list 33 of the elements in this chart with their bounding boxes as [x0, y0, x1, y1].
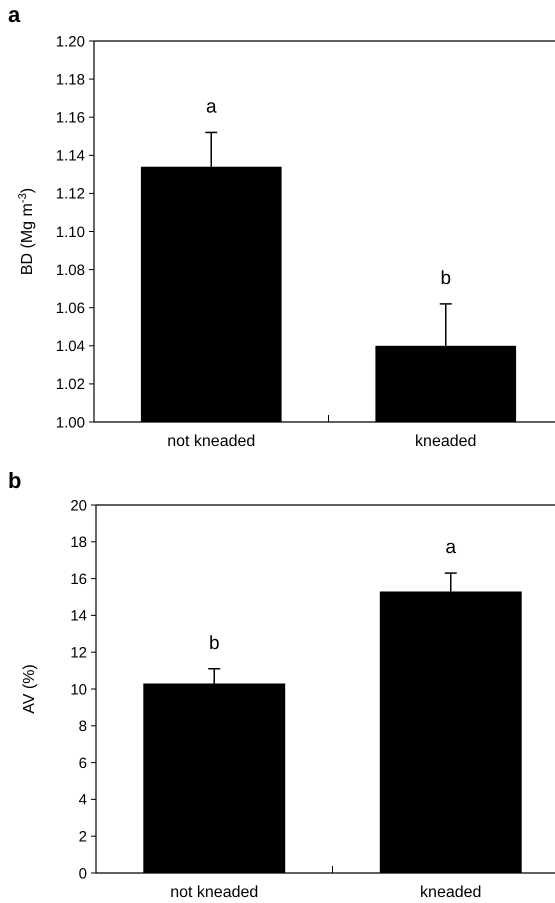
y-tick-label: 1.10	[56, 224, 85, 241]
chart-title: a	[8, 2, 21, 27]
x-tick-label: kneaded	[415, 433, 476, 450]
y-tick-label: 10	[70, 681, 87, 698]
y-tick-label: 12	[70, 644, 87, 662]
y-tick-label: 1.18	[56, 71, 85, 88]
y-tick-label: 2	[78, 828, 87, 846]
x-tick-label: not kneaded	[170, 884, 258, 901]
annotation: b	[440, 268, 452, 289]
y-tick-label: 1.12	[56, 186, 85, 203]
y-tick-label: 18	[70, 534, 87, 552]
y-tick-label: 4	[78, 792, 87, 809]
y-axis-title: AV (%)	[21, 664, 38, 714]
x-tick-label: not kneaded	[167, 433, 256, 450]
y-tick-label: 8	[78, 718, 87, 736]
y-tick-label: 20	[70, 497, 87, 514]
y-tick-label: 14	[70, 608, 87, 625]
y-tick-label: 1.16	[56, 109, 85, 126]
annotation: a	[445, 537, 456, 558]
x-tick-label: kneaded	[420, 884, 482, 901]
annotation: a	[206, 96, 217, 118]
y-tick-label: 1.20	[56, 33, 85, 50]
y-tick-label: 1.06	[56, 300, 85, 317]
y-tick-label: 1.02	[56, 376, 85, 394]
y-tick-label: 16	[70, 570, 87, 588]
y-tick-label: 1.00	[56, 414, 85, 432]
y-tick-label: 1.08	[56, 262, 85, 279]
annotation: b	[208, 632, 220, 654]
chart-title: b	[8, 468, 22, 493]
y-tick-label: 6	[78, 754, 87, 772]
y-tick-label: 1.14	[56, 148, 85, 165]
y-tick-label: 0	[78, 865, 87, 882]
y-tick-label: 1.04	[56, 338, 85, 356]
